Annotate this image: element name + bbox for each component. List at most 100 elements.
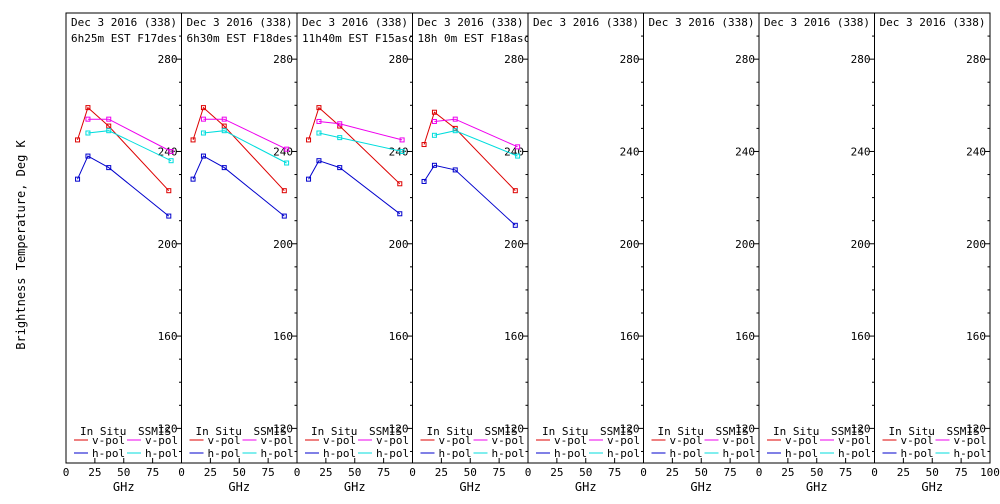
y-tick-label: 160 — [504, 330, 524, 343]
y-tick-label: 280 — [158, 53, 178, 66]
series-line-ssmis_v — [203, 118, 287, 150]
legend-ssmis: SSMIS — [600, 425, 633, 438]
panel-date: Dec 3 2016 (338) — [418, 16, 524, 29]
data-point-ssmis_v — [316, 118, 322, 124]
legend-label: v-pol — [323, 434, 356, 447]
legend-label: v-pol — [554, 434, 587, 447]
x-axis-label: GHz — [459, 480, 481, 494]
data-point-ssmis_v — [284, 146, 290, 152]
legend-label: h-pol — [492, 447, 525, 460]
x-tick-label: 0 — [871, 466, 878, 479]
y-tick-label: 160 — [273, 330, 293, 343]
series-line-insitu_h — [192, 155, 285, 217]
series-line-insitu_h — [308, 160, 401, 215]
series-line-ssmis_h — [203, 130, 287, 164]
y-tick-label: 120 — [966, 422, 986, 435]
y-tick-label: 120 — [851, 422, 871, 435]
legend-ssmis: SSMIS — [831, 425, 864, 438]
legend-ssmis: SSMIS — [485, 425, 518, 438]
y-tick-label: 280 — [273, 53, 293, 66]
x-tick-label: 75 — [262, 466, 275, 479]
y-tick-label: 280 — [966, 53, 986, 66]
legend-label: v-pol — [723, 434, 756, 447]
x-tick-label: 0 — [63, 466, 70, 479]
legend-label: v-pol — [492, 434, 525, 447]
legend-label: h-pol — [92, 447, 125, 460]
x-tick-label: 75 — [493, 466, 506, 479]
y-tick-label: 280 — [389, 53, 409, 66]
y-tick-label: 120 — [504, 422, 524, 435]
y-axis-label: Brightness Temperature, Deg K — [14, 139, 28, 349]
series-line-insitu_v — [192, 106, 285, 192]
x-tick-label: 75 — [724, 466, 737, 479]
panel-time: 6h25m EST F17des — [71, 32, 177, 45]
legend-label: h-pol — [723, 447, 756, 460]
data-point-ssmis_v — [221, 116, 227, 122]
series-line-ssmis_h — [318, 132, 403, 152]
panel-3: Dec 3 2016 (338) 11h40m EST F15asc 120 160 2… — [294, 12, 413, 494]
data-point-insitu_v — [190, 137, 196, 143]
y-tick-label: 120 — [273, 422, 293, 435]
panel-date: Dec 3 2016 (338) — [649, 16, 755, 29]
legend-ssmis: SSMIS — [716, 425, 749, 438]
data-point-ssmis_v — [515, 144, 521, 150]
x-tick-label: 25 — [435, 466, 448, 479]
legend-label: h-pol — [323, 447, 356, 460]
data-point-insitu_h — [221, 165, 227, 171]
series-line-ssmis_h — [87, 130, 172, 162]
legend-in-situ: In Situ — [311, 425, 357, 438]
legend-label: v-pol — [145, 434, 178, 447]
data-point-insitu_h — [431, 162, 437, 168]
data-point-ssmis_h — [85, 130, 91, 136]
x-tick-label: 0 — [294, 466, 301, 479]
panel-date: Dec 3 2016 (338) — [533, 16, 639, 29]
data-point-ssmis_h — [106, 128, 112, 134]
data-point-insitu_h — [452, 167, 458, 173]
data-point-insitu_h — [200, 153, 206, 159]
x-tick-label: 25 — [550, 466, 563, 479]
y-tick-label: 240 — [158, 145, 178, 158]
data-point-ssmis_v — [399, 137, 405, 143]
legend-in-situ: In Situ — [80, 425, 126, 438]
panel-date: Dec 3 2016 (338) — [71, 16, 177, 29]
x-tick-label: 50 — [233, 466, 246, 479]
data-point-insitu_v — [397, 181, 403, 187]
series-line-insitu_v — [77, 106, 170, 192]
y-tick-label: 200 — [158, 238, 178, 251]
y-tick-label: 240 — [966, 145, 986, 158]
series-line-insitu_h — [423, 164, 516, 226]
panel-8: Dec 3 2016 (338) 120 160 200 240 280 0 25 50 75 10… — [871, 12, 1000, 494]
panel-date: Dec 3 2016 (338) — [764, 16, 870, 29]
data-point-ssmis_v — [452, 116, 458, 122]
panel-2: Dec 3 2016 (338) 6h30m EST F18des 120 160 20… — [178, 12, 298, 494]
y-tick-label: 240 — [273, 145, 293, 158]
data-point-insitu_v — [512, 188, 518, 194]
x-tick-label: 50 — [926, 466, 939, 479]
legend-label: v-pol — [670, 434, 703, 447]
legend-label: h-pol — [838, 447, 871, 460]
data-point-insitu_h — [337, 165, 343, 171]
y-tick-label: 240 — [620, 145, 640, 158]
x-tick-label: 25 — [666, 466, 679, 479]
data-point-ssmis_h — [284, 160, 290, 166]
x-tick-label: 75 — [146, 466, 159, 479]
y-tick-label: 280 — [504, 53, 524, 66]
panel-4: Dec 3 2016 (338) 18h 0m EST F18asc 120 160 2… — [409, 12, 529, 494]
legend-label: h-pol — [785, 447, 818, 460]
data-point-insitu_v — [306, 137, 312, 143]
legend-ssmis: SSMIS — [369, 425, 402, 438]
x-axis-label: GHz — [228, 480, 250, 494]
legend-label: h-pol — [376, 447, 409, 460]
x-axis-label: GHz — [921, 480, 943, 494]
legend-ssmis: SSMIS — [254, 425, 287, 438]
x-tick-label: 25 — [319, 466, 332, 479]
x-tick-label: 25 — [204, 466, 217, 479]
data-point-insitu_v — [106, 123, 112, 129]
data-point-insitu_v — [85, 105, 91, 111]
data-point-ssmis_h — [168, 158, 174, 164]
data-point-ssmis_h — [221, 128, 227, 134]
data-point-insitu_h — [306, 176, 312, 182]
y-tick-label: 160 — [158, 330, 178, 343]
panel-6: Dec 3 2016 (338) 120 160 200 240 280 0 25 50 75 GH… — [640, 12, 760, 494]
